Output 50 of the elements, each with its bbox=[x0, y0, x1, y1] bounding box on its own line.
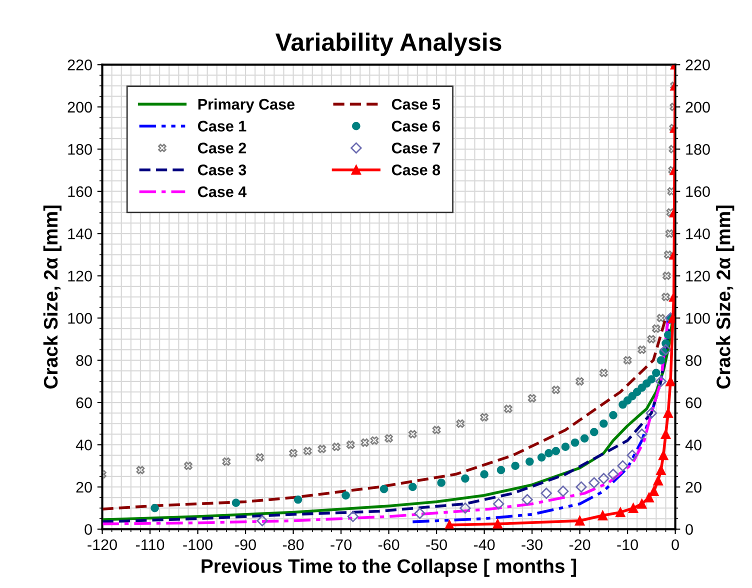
y-tick-label: 40 bbox=[76, 440, 92, 450]
y2-tick-label: 60 bbox=[686, 397, 702, 408]
y-tick-label: 220 bbox=[68, 60, 92, 70]
y-tick-label: 160 bbox=[68, 186, 92, 198]
y-tick-label: 0 bbox=[84, 524, 92, 535]
y2-tick-label: 200 bbox=[686, 102, 710, 113]
x-tick-label: -100 bbox=[183, 539, 212, 550]
y2-axis-title: Crack Size, 2α [mm] bbox=[716, 206, 734, 389]
y-axis-title: Crack Size, 2α [mm] bbox=[43, 206, 62, 389]
x-tick-label: -110 bbox=[136, 539, 164, 550]
y2-tick-label: 80 bbox=[686, 355, 702, 366]
y2-tick-label: 140 bbox=[686, 228, 710, 240]
legend-label: Case 3 bbox=[198, 164, 246, 176]
x-axis-title: Previous Time to the Collapse [ months ] bbox=[202, 558, 576, 577]
x-tick-label: -60 bbox=[378, 539, 400, 550]
y2-tick-label: 20 bbox=[686, 482, 702, 493]
x-tick-label: 0 bbox=[672, 539, 679, 550]
x-tick-label: -10 bbox=[617, 539, 638, 550]
y2-tick-label: 220 bbox=[686, 60, 710, 70]
y-tick-label: 140 bbox=[68, 228, 92, 240]
legend-label: Case 8 bbox=[392, 164, 440, 176]
y-tick-label: 200 bbox=[68, 102, 92, 113]
chart-title: Variability Analysis bbox=[275, 32, 502, 56]
x-tick-label: -30 bbox=[522, 539, 542, 550]
x-tick-label: -120 bbox=[88, 539, 117, 550]
y-tick-label: 120 bbox=[68, 270, 92, 282]
y2-tick-label: 180 bbox=[686, 144, 710, 155]
x-tick-label: -20 bbox=[569, 539, 590, 550]
y2-tick-label: 120 bbox=[686, 270, 710, 282]
x-tick-label: -50 bbox=[426, 539, 447, 550]
y-tick-label: 20 bbox=[76, 482, 92, 493]
legend-label: Case 7 bbox=[392, 142, 440, 154]
y2-tick-label: 40 bbox=[685, 440, 702, 450]
legend-label: Case 6 bbox=[392, 120, 440, 132]
y-tick-label: 60 bbox=[76, 397, 92, 408]
y2-tick-label: 0 bbox=[686, 524, 693, 535]
legend-label: Case 4 bbox=[198, 186, 247, 198]
y2-tick-label: 100 bbox=[686, 312, 710, 324]
x-tick-label: -80 bbox=[282, 539, 304, 550]
legend-label: Case 1 bbox=[198, 120, 246, 132]
y-tick-label: 80 bbox=[76, 355, 92, 366]
x-tick-label: -70 bbox=[330, 539, 352, 550]
y-tick-label: 180 bbox=[68, 144, 92, 155]
x-tick-label: -90 bbox=[235, 539, 256, 550]
legend-label: Primary Case bbox=[198, 98, 295, 113]
y-tick-label: 100 bbox=[68, 312, 92, 324]
x-tick-label: -40 bbox=[474, 539, 495, 550]
legend-label: Case 5 bbox=[392, 98, 440, 110]
y2-tick-label: 160 bbox=[686, 186, 710, 198]
legend-label: Case 2 bbox=[198, 142, 246, 154]
